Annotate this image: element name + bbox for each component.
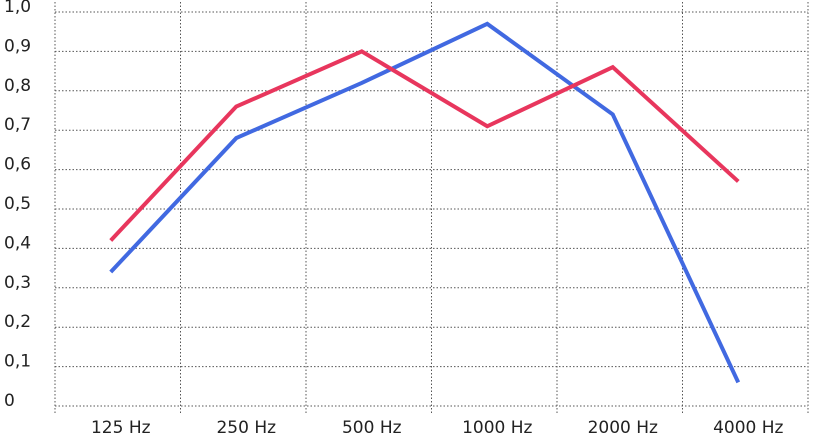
- y-tick-label: 0,3: [4, 273, 31, 293]
- x-tick-label: 2000 Hz: [588, 418, 658, 436]
- x-tick-label: 500 Hz: [342, 418, 402, 436]
- x-tick-label: 1000 Hz: [462, 418, 532, 436]
- x-tick-label: 125 Hz: [91, 418, 151, 436]
- y-tick-label: 0,9: [4, 36, 31, 56]
- y-tick-label: 1,0: [4, 0, 31, 17]
- y-tick-label: 0: [4, 391, 15, 411]
- line-series: [109, 49, 740, 242]
- y-tick-label: 0,2: [4, 312, 31, 332]
- y-tick-label: 0,4: [4, 233, 31, 253]
- x-tick-label: 4000 Hz: [713, 418, 783, 436]
- x-tick-label: 250 Hz: [216, 418, 276, 436]
- y-tick-label: 0,5: [4, 194, 31, 214]
- y-tick-label: 0,1: [4, 352, 31, 372]
- y-tick-label: 0,6: [4, 155, 31, 175]
- line-series: [109, 21, 741, 384]
- y-tick-label: 0,7: [4, 115, 31, 135]
- y-tick-label: 0,8: [4, 76, 31, 96]
